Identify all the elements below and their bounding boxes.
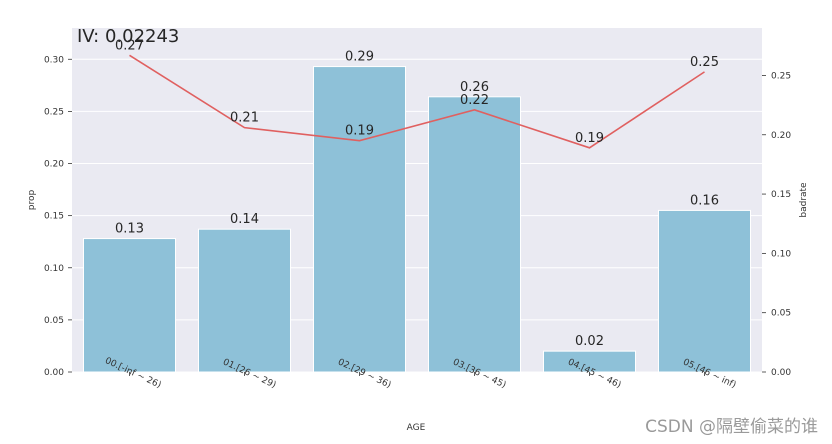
bar-value-label: 0.16 [690, 193, 719, 208]
bar [428, 96, 521, 373]
watermark: CSDN @隔壁偷菜的谁 [645, 417, 818, 437]
bar-value-label: 0.02 [575, 334, 604, 349]
y-axis-left-label: prop [27, 189, 37, 210]
y-tick-label: 0.05 [44, 316, 64, 326]
y-axis-right-ticks: 0.00 0.05 0.10 0.15 0.20 0.25 [762, 71, 791, 378]
y-tick-label: 0.00 [44, 368, 64, 378]
bar [658, 209, 751, 373]
y-tick-label: 0.15 [44, 212, 64, 222]
y-tick-label: 0.20 [44, 160, 64, 170]
y2-tick-label: 0.05 [771, 309, 791, 319]
bar [83, 238, 176, 373]
line-value-label: 0.19 [345, 124, 374, 139]
badrate-line [129, 54, 705, 149]
y2-tick-label: 0.15 [771, 190, 791, 200]
y-axis-left-ticks: 0.00 0.05 0.10 0.15 0.20 0.25 0.30 [44, 55, 72, 378]
bar-value-label: 0.29 [345, 50, 374, 65]
bar-value-label: 0.26 [460, 80, 489, 95]
y-tick-label: 0.25 [44, 107, 64, 117]
line-value-label: 0.21 [230, 111, 259, 126]
y2-tick-label: 0.10 [771, 249, 791, 259]
bar-value-label: 0.14 [230, 212, 259, 227]
y-tick-label: 0.30 [44, 55, 64, 65]
y2-tick-label: 0.20 [771, 131, 791, 141]
line-data-labels: 0.27 0.21 0.19 0.22 0.19 0.25 [115, 38, 719, 146]
line-value-label: 0.22 [460, 93, 489, 108]
plot-area [72, 28, 762, 372]
chart-title: IV: 0.02243 [77, 26, 179, 47]
line-value-label: 0.25 [690, 55, 719, 70]
line-value-label: 0.19 [575, 131, 604, 146]
gridlines [72, 58, 762, 373]
bar [313, 66, 406, 373]
y2-tick-label: 0.00 [771, 368, 791, 378]
y-axis-right-label: badrate [799, 182, 809, 218]
y-tick-label: 0.10 [44, 264, 64, 274]
bar-value-label: 0.13 [115, 222, 144, 237]
line-value-label: 0.27 [115, 38, 144, 53]
line-series [129, 54, 705, 149]
bar-data-labels: 0.13 0.14 0.29 0.26 0.02 0.16 [115, 50, 719, 350]
x-axis-label: AGE [407, 423, 426, 433]
bar [198, 228, 291, 373]
y2-tick-label: 0.25 [771, 71, 791, 81]
